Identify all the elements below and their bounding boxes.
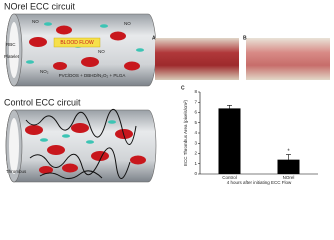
no2-label: NO₂ xyxy=(40,69,49,74)
x-axis-label: 4 hours after initiating ECC Flow xyxy=(227,180,292,185)
y-tick-label: 0 xyxy=(194,171,197,176)
bar xyxy=(218,108,241,174)
bar xyxy=(277,159,300,174)
significance-mark: * xyxy=(287,149,290,155)
platelet-label: Platelet xyxy=(4,54,20,59)
norel-title: NOrel ECC circuit xyxy=(4,1,76,11)
photo-b xyxy=(246,38,330,80)
y-tick-label: 2 xyxy=(194,151,197,156)
no-label: NO xyxy=(98,49,105,54)
blood-flow-label: BLOOD FLOW xyxy=(60,40,94,46)
photo-a xyxy=(155,38,239,80)
rbc-label: RBC xyxy=(6,42,16,47)
no-label: NO xyxy=(124,21,131,26)
y-tick-label: 6 xyxy=(194,110,197,115)
y-tick-label: 4 xyxy=(194,130,197,135)
y-tick-label: 5 xyxy=(194,120,197,125)
photo-label: B xyxy=(243,35,247,41)
norel-illustration xyxy=(5,13,157,87)
no-label: NO xyxy=(32,19,39,24)
panel-label: C xyxy=(181,85,185,91)
y-tick-label: 3 xyxy=(194,140,197,145)
x-tick-label: NOrel xyxy=(283,175,295,180)
y-axis-label: ECC Thrombus Area (pixels/cm²) xyxy=(183,100,188,166)
thrombus-label: Thrombus xyxy=(6,169,27,174)
y-tick-label: 7 xyxy=(194,99,197,104)
y-tick-label: 1 xyxy=(194,161,197,166)
figure: NOrel ECC circuit RBC Platelet BLOOD FLO… xyxy=(4,1,330,185)
photo-label: A xyxy=(152,35,156,41)
control-title: Control ECC circuit xyxy=(4,97,81,107)
x-tick-label: Control xyxy=(222,175,237,180)
coating-label: PVC/DOS + DBHD/N₂O₂ + PLGA xyxy=(59,73,126,78)
y-tick-label: 8 xyxy=(194,89,197,94)
control-illustration xyxy=(5,109,157,183)
